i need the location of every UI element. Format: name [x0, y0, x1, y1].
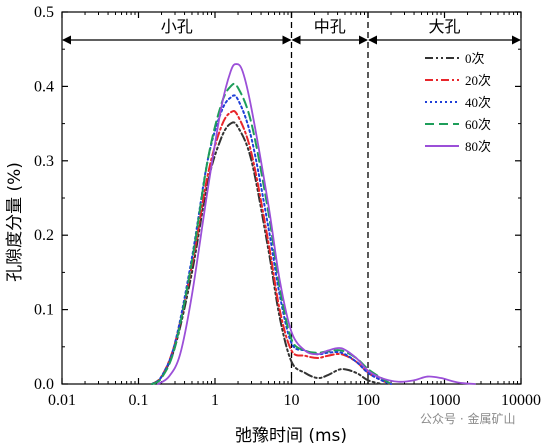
watermark-text: 公众号 · 金属矿山 — [420, 411, 515, 426]
x-tick-label: 1000 — [429, 392, 461, 409]
region-label: 小孔 — [161, 17, 193, 36]
legend-label: 20次 — [465, 73, 491, 88]
region-label: 大孔 — [428, 17, 460, 36]
series-lines — [150, 63, 476, 385]
legend-label: 0次 — [465, 51, 485, 66]
y-tick-label: 0.3 — [34, 153, 54, 170]
x-tick-label: 10000 — [501, 392, 541, 409]
x-tick-label: 1 — [211, 392, 219, 409]
region-label: 中孔 — [314, 17, 346, 36]
series-line-0 — [150, 121, 383, 385]
y-tick-label: 0.0 — [34, 376, 54, 393]
region-annotations: 小孔 中孔 大孔 — [62, 12, 521, 384]
x-tick-label: 10 — [284, 392, 300, 409]
x-tick-label: 100 — [356, 392, 380, 409]
legend-label: 40次 — [465, 95, 491, 110]
x-tick-label: 0.01 — [48, 392, 76, 409]
axes: 0.01 0.1 1 10 100 1000 10000 0.0 0.1 0.2 0.3 0.4 0.5 — [34, 4, 541, 409]
series-line-2 — [150, 94, 393, 385]
x-tick-label: 0.1 — [129, 392, 149, 409]
series-line-4 — [157, 63, 476, 385]
x-axis-title: 弛豫时间 (ms) — [235, 426, 347, 446]
y-tick-label: 0.1 — [34, 302, 54, 319]
legend: 0次 20次 40次 60次 80次 — [425, 51, 491, 154]
legend-label: 80次 — [465, 139, 491, 154]
y-axis-title: 孔隙度分量 (%) — [5, 162, 25, 282]
y-tick-label: 0.2 — [34, 227, 54, 244]
legend-label: 60次 — [465, 117, 491, 132]
series-line-3 — [150, 82, 393, 385]
y-tick-label: 0.5 — [34, 4, 54, 21]
y-tick-label: 0.4 — [34, 78, 54, 95]
